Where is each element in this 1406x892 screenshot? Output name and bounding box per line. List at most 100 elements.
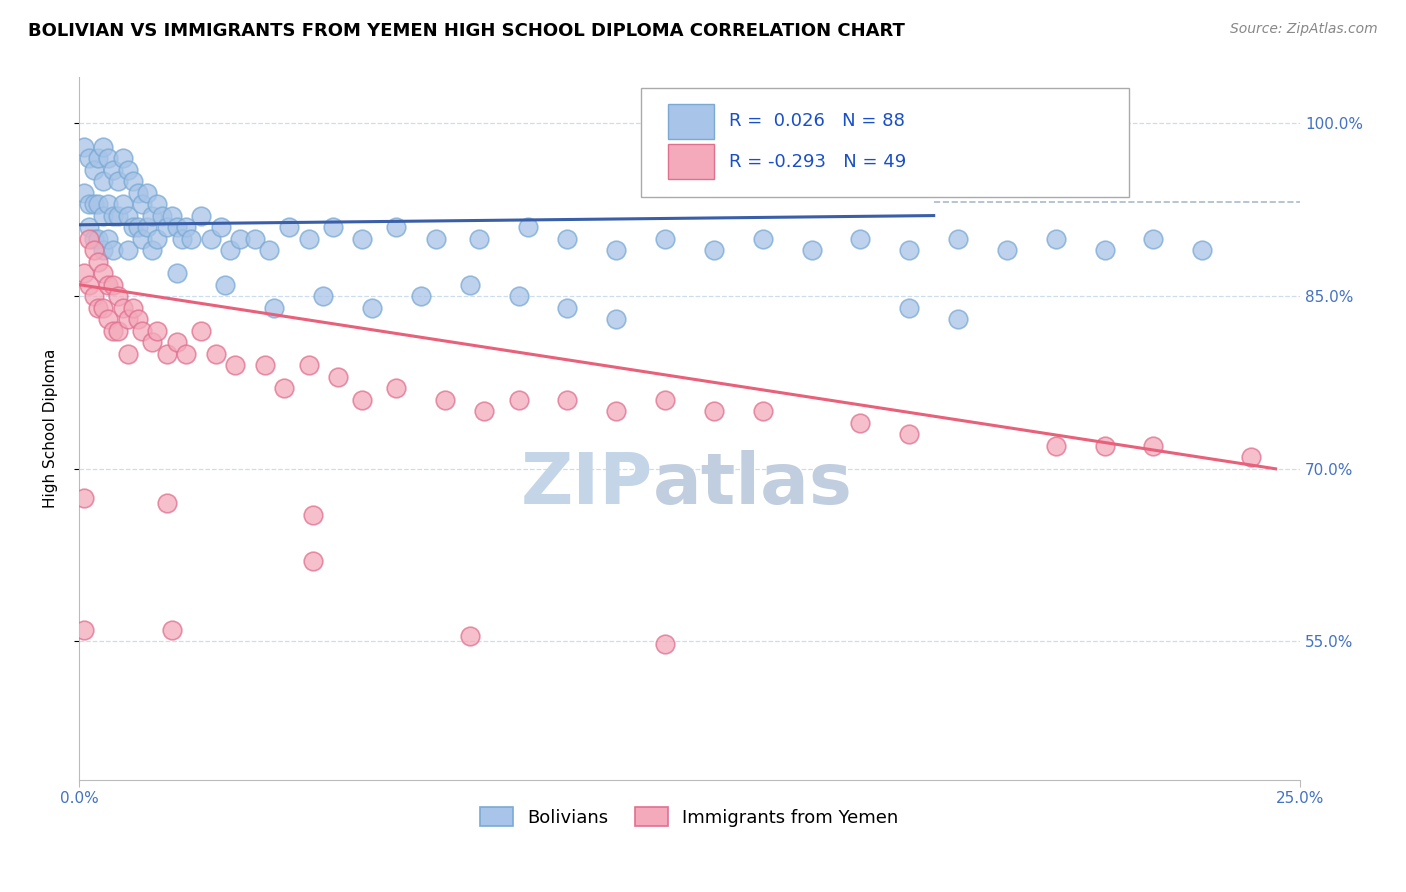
Point <box>93 139 115 153</box>
Point <box>605 312 627 326</box>
Point <box>219 243 242 257</box>
Point <box>605 404 627 418</box>
Point <box>176 347 198 361</box>
Point <box>73 266 96 280</box>
Point <box>83 243 105 257</box>
Point <box>127 186 149 200</box>
Point <box>101 209 124 223</box>
Point <box>107 324 129 338</box>
Point <box>141 209 163 223</box>
Point <box>898 243 921 257</box>
Text: R =  0.026   N = 88: R = 0.026 N = 88 <box>728 112 904 130</box>
Point <box>156 347 179 361</box>
Legend: Bolivians, Immigrants from Yemen: Bolivians, Immigrants from Yemen <box>472 800 905 834</box>
Point <box>200 231 222 245</box>
Point <box>146 197 169 211</box>
Text: ZIP: ZIP <box>520 450 652 519</box>
Point <box>703 404 725 418</box>
Point <box>73 491 96 505</box>
Point <box>93 266 115 280</box>
Point <box>180 231 202 245</box>
Point <box>302 508 325 522</box>
Point <box>297 231 319 245</box>
Point <box>97 231 120 245</box>
Point <box>385 220 408 235</box>
Point <box>703 243 725 257</box>
Point <box>458 629 481 643</box>
Point <box>146 324 169 338</box>
Point <box>121 220 143 235</box>
Point <box>93 174 115 188</box>
Point <box>117 243 139 257</box>
Point <box>1045 231 1067 245</box>
Point <box>995 243 1018 257</box>
Point <box>77 277 100 292</box>
Point <box>190 324 212 338</box>
Point <box>849 416 872 430</box>
Point <box>849 231 872 245</box>
Point <box>557 392 579 407</box>
Point <box>654 231 676 245</box>
FancyBboxPatch shape <box>668 145 714 179</box>
Point <box>111 151 134 165</box>
Point <box>87 254 110 268</box>
Point <box>204 347 226 361</box>
Point <box>141 335 163 350</box>
Point <box>1094 439 1116 453</box>
Point <box>111 301 134 315</box>
Point <box>131 231 153 245</box>
Point <box>190 209 212 223</box>
Point <box>111 197 134 211</box>
Point <box>87 197 110 211</box>
Point <box>751 404 773 418</box>
Text: atlas: atlas <box>652 450 852 519</box>
Point <box>97 151 120 165</box>
Point <box>800 243 823 257</box>
Point <box>160 209 183 223</box>
Point <box>93 209 115 223</box>
Point <box>557 231 579 245</box>
Point <box>101 277 124 292</box>
Point <box>166 266 188 280</box>
Point <box>1142 231 1164 245</box>
Point <box>409 289 432 303</box>
Point <box>73 186 96 200</box>
Point <box>156 220 179 235</box>
Point <box>557 301 579 315</box>
Point <box>361 301 384 315</box>
Point <box>297 358 319 372</box>
Point <box>136 186 159 200</box>
Point <box>1142 439 1164 453</box>
Point <box>83 162 105 177</box>
Point <box>83 197 105 211</box>
Point <box>107 174 129 188</box>
Point <box>434 392 457 407</box>
Point <box>117 312 139 326</box>
Point <box>946 312 969 326</box>
Point <box>93 301 115 315</box>
Point <box>117 209 139 223</box>
Point <box>136 220 159 235</box>
Point <box>224 358 246 372</box>
Point <box>468 231 491 245</box>
Point <box>127 220 149 235</box>
Point <box>160 623 183 637</box>
Point <box>1094 243 1116 257</box>
Point <box>131 324 153 338</box>
Point <box>97 312 120 326</box>
Point <box>1240 450 1263 465</box>
Point <box>176 220 198 235</box>
Point <box>131 197 153 211</box>
Point <box>322 220 344 235</box>
Text: BOLIVIAN VS IMMIGRANTS FROM YEMEN HIGH SCHOOL DIPLOMA CORRELATION CHART: BOLIVIAN VS IMMIGRANTS FROM YEMEN HIGH S… <box>28 22 905 40</box>
Point <box>101 324 124 338</box>
Point <box>472 404 495 418</box>
Point <box>263 301 285 315</box>
Point <box>73 623 96 637</box>
Point <box>117 347 139 361</box>
Point <box>458 277 481 292</box>
Point <box>259 243 281 257</box>
Point <box>654 637 676 651</box>
Point <box>117 162 139 177</box>
Point <box>146 231 169 245</box>
